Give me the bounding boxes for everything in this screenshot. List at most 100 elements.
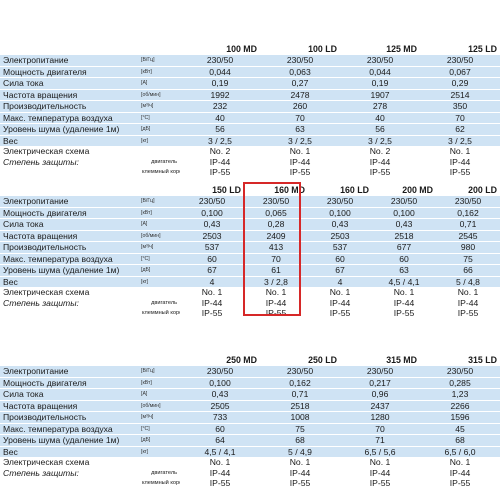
row-unit: [об/мин] <box>140 229 180 242</box>
row-weight: Вес [кг] 3 / 2,5 3 / 2,5 3 / 2,5 3 / 2,5 <box>0 134 500 146</box>
cell-value: 0,43 <box>180 388 260 400</box>
row-motor-power: Мощность двигателя [кВт] 0,100 0,162 0,2… <box>0 376 500 389</box>
row-unit: [об/мин] <box>140 88 180 101</box>
row-protection-motor: Степень защиты: двигатель IP-44 IP-44 IP… <box>0 297 500 308</box>
cell-value: IP-55 <box>420 167 500 178</box>
row-label: Вес <box>0 275 140 287</box>
cell-value: IP-55 <box>260 478 340 489</box>
cell-value: IP-44 <box>372 297 436 308</box>
row-unit: [А] <box>140 77 180 89</box>
row-protection-terminal: клеммный короб IP-55 IP-55 IP-55 IP-55 <box>0 167 500 178</box>
cell-value: 230/50 <box>260 55 340 66</box>
cell-value: 230/50 <box>308 196 372 207</box>
cell-value: 56 <box>340 123 420 135</box>
row-label: Производительность <box>0 241 140 253</box>
row-label: Электропитание <box>0 55 140 66</box>
cell-value: IP-44 <box>308 297 372 308</box>
cell-value: 0,044 <box>180 65 260 78</box>
row-unit: [кг] <box>140 445 180 457</box>
cell-value: 537 <box>308 241 372 253</box>
cell-value: 68 <box>260 434 340 446</box>
row-label: Производительность <box>0 411 140 423</box>
cell-value: 0,100 <box>180 376 260 389</box>
cell-value: 260 <box>260 100 340 112</box>
cell-value: 350 <box>420 100 500 112</box>
row-unit: [А] <box>140 388 180 400</box>
cell-value: 5 / 4,8 <box>436 275 500 287</box>
cell-value: 75 <box>436 252 500 265</box>
cell-value: 2514 <box>420 88 500 101</box>
row-label: Сила тока <box>0 77 140 89</box>
row-label: Электрическая схема <box>0 146 140 157</box>
cell-value: 2518 <box>260 399 340 412</box>
row-noise: Уровень шума (удаление 1м) [дБ] 67 61 67… <box>0 264 500 276</box>
row-label: Сила тока <box>0 388 140 400</box>
cell-value: No. 1 <box>244 287 308 298</box>
cell-value: 0,063 <box>260 65 340 78</box>
row-scheme: Электрическая схема No. 1 No. 1 No. 1 No… <box>0 457 500 468</box>
row-current: Сила тока [А] 0,19 0,27 0,19 0,29 <box>0 77 500 89</box>
cell-value: 2518 <box>372 229 436 242</box>
cell-value: 60 <box>180 252 244 265</box>
row-label: Электропитание <box>0 366 140 377</box>
cell-value: No. 1 <box>260 146 340 157</box>
cell-value: 0,100 <box>308 206 372 219</box>
cell-value: 45 <box>420 422 500 435</box>
row-label: Макс. температура воздуха <box>0 111 140 124</box>
row-unit: [кг] <box>140 134 180 146</box>
cell-value: 66 <box>436 264 500 276</box>
cell-value: 0,71 <box>436 218 500 230</box>
cell-value: IP-44 <box>260 467 340 478</box>
cell-value: No. 1 <box>420 146 500 157</box>
cell-value: 6,5 / 6,0 <box>420 445 500 457</box>
cell-value: 67 <box>180 264 244 276</box>
cell-value: No. 1 <box>436 287 500 298</box>
cell-value: 60 <box>372 252 436 265</box>
row-unit: [м³/ч] <box>140 100 180 112</box>
row-label: Частота вращения <box>0 229 140 242</box>
row-unit: [кВт] <box>140 376 180 389</box>
cell-value: 0,71 <box>260 388 340 400</box>
cell-value: IP-44 <box>436 297 500 308</box>
cell-value: 3 / 2,5 <box>420 134 500 146</box>
cell-value: 1,23 <box>420 388 500 400</box>
cell-value: 70 <box>340 422 420 435</box>
cell-value: 4 <box>180 275 244 287</box>
cell-value: 2545 <box>436 229 500 242</box>
cell-value: 0,19 <box>180 77 260 89</box>
cell-value: 3 / 2,5 <box>340 134 420 146</box>
cell-value: 1992 <box>180 88 260 101</box>
row-label: Уровень шума (удаление 1м) <box>0 123 140 135</box>
cell-value: IP-44 <box>180 297 244 308</box>
cell-value: 230/50 <box>420 366 500 377</box>
cell-value: 2478 <box>260 88 340 101</box>
cell-value: 75 <box>260 422 340 435</box>
row-unit: [дБ] <box>140 434 180 446</box>
row-unit: [В/Гц] <box>140 196 180 207</box>
row-unit: [В/Гц] <box>140 366 180 377</box>
cell-value: 3 / 2,5 <box>260 134 340 146</box>
row-current: Сила тока [А] 0,43 0,28 0,43 0,43 0,71 <box>0 218 500 230</box>
cell-value: 230/50 <box>436 196 500 207</box>
cell-value: 61 <box>244 264 308 276</box>
row-sublabel: двигатель <box>140 156 180 167</box>
model-name: 125 LD <box>468 44 497 55</box>
cell-value: 733 <box>180 411 260 423</box>
cell-value: 537 <box>180 241 244 253</box>
row-motor-power: Мощность двигателя [кВт] 0,100 0,065 0,1… <box>0 206 500 219</box>
cell-value: 0,100 <box>372 206 436 219</box>
row-unit: [°С] <box>140 111 180 124</box>
row-capacity: Производительность [м³/ч] 537 413 537 67… <box>0 241 500 253</box>
cell-value: No. 2 <box>180 146 260 157</box>
cell-value: 1596 <box>420 411 500 423</box>
cell-value: 70 <box>420 111 500 124</box>
row-protection-terminal: клеммный короб IP-55 IP-55 IP-55 IP-55 I… <box>0 308 500 319</box>
row-label: Сила тока <box>0 218 140 230</box>
cell-value: 62 <box>420 123 500 135</box>
model-name: 125 MD <box>386 44 417 55</box>
row-motor-power: Мощность двигателя [кВт] 0,044 0,063 0,0… <box>0 65 500 78</box>
cell-value: 230/50 <box>244 196 308 207</box>
cell-value: No. 1 <box>180 457 260 468</box>
model-name: 100 LD <box>308 44 337 55</box>
cell-value: 2266 <box>420 399 500 412</box>
